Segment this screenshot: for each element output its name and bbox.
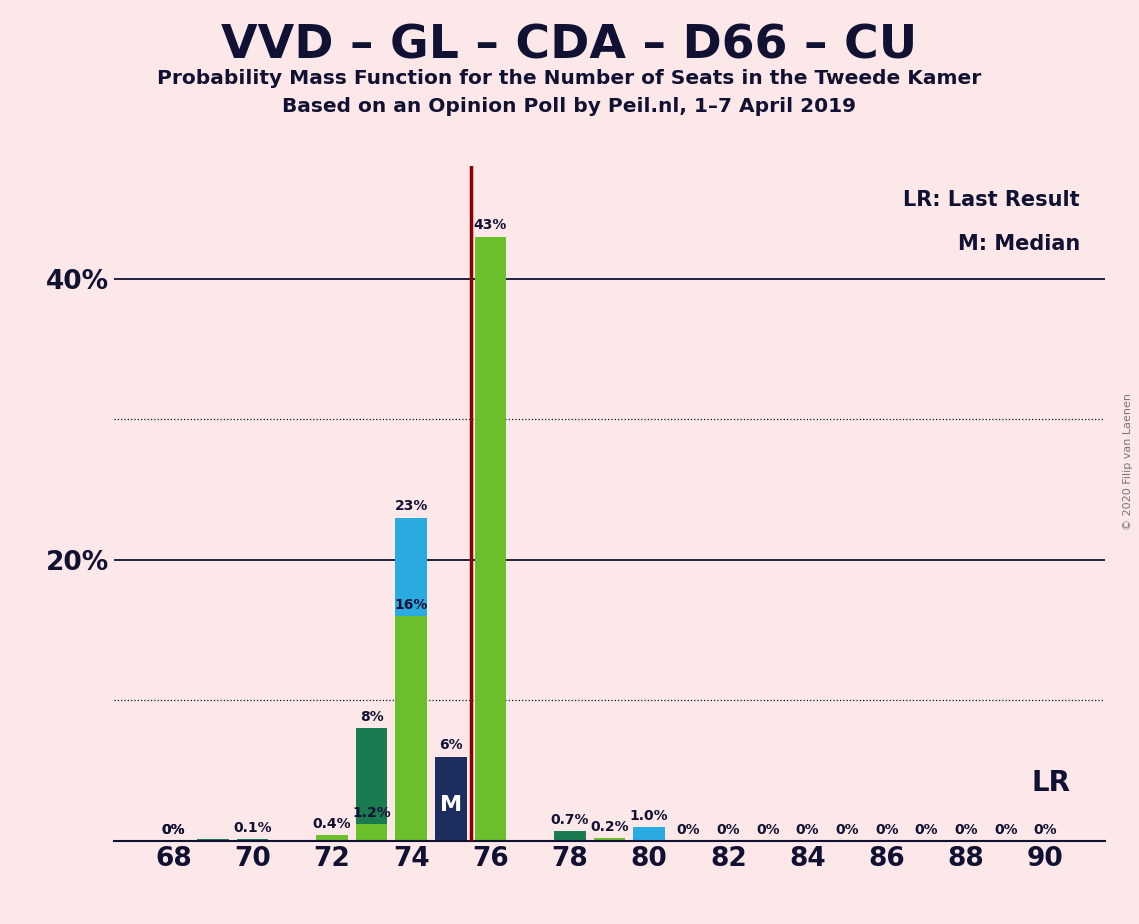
Text: 0%: 0% [677, 822, 700, 836]
Text: 0.7%: 0.7% [550, 813, 589, 827]
Bar [395, 517, 427, 841]
Text: 43%: 43% [474, 218, 507, 232]
Text: 0%: 0% [1033, 822, 1057, 836]
Text: 0.4%: 0.4% [312, 817, 351, 831]
Bar [355, 824, 387, 841]
Text: 1.0%: 1.0% [630, 808, 669, 822]
Bar [395, 616, 427, 841]
Bar [593, 838, 625, 841]
Text: M: M [440, 796, 462, 815]
Text: 0%: 0% [875, 822, 899, 836]
Text: 0%: 0% [994, 822, 1017, 836]
Text: 6%: 6% [439, 738, 462, 752]
Text: LR: Last Result: LR: Last Result [903, 190, 1080, 210]
Text: 0%: 0% [835, 822, 859, 836]
Text: 0.2%: 0.2% [590, 820, 629, 833]
Text: Probability Mass Function for the Number of Seats in the Tweede Kamer: Probability Mass Function for the Number… [157, 69, 982, 89]
Text: VVD – GL – CDA – D66 – CU: VVD – GL – CDA – D66 – CU [221, 23, 918, 68]
Text: 0%: 0% [162, 822, 186, 836]
Text: M: Median: M: Median [958, 234, 1080, 254]
Bar [316, 835, 347, 841]
Text: 0%: 0% [162, 822, 186, 836]
Text: 8%: 8% [360, 711, 384, 724]
Text: 0%: 0% [915, 822, 939, 836]
Bar [554, 831, 585, 841]
Text: Based on an Opinion Poll by Peil.nl, 1–7 April 2019: Based on an Opinion Poll by Peil.nl, 1–7… [282, 97, 857, 116]
Bar [237, 839, 269, 841]
Text: 16%: 16% [394, 598, 428, 612]
Bar [355, 728, 387, 841]
Bar [197, 839, 229, 841]
Text: LR: LR [1031, 769, 1071, 797]
Text: 0%: 0% [796, 822, 819, 836]
Bar [633, 827, 665, 841]
Text: 0%: 0% [954, 822, 978, 836]
Text: © 2020 Filip van Laenen: © 2020 Filip van Laenen [1123, 394, 1133, 530]
Text: 0.1%: 0.1% [233, 821, 272, 835]
Text: 0%: 0% [716, 822, 740, 836]
Text: 0%: 0% [756, 822, 780, 836]
Bar [475, 237, 507, 841]
Text: 1.2%: 1.2% [352, 806, 391, 820]
Bar [435, 757, 467, 841]
Text: 23%: 23% [394, 499, 428, 514]
